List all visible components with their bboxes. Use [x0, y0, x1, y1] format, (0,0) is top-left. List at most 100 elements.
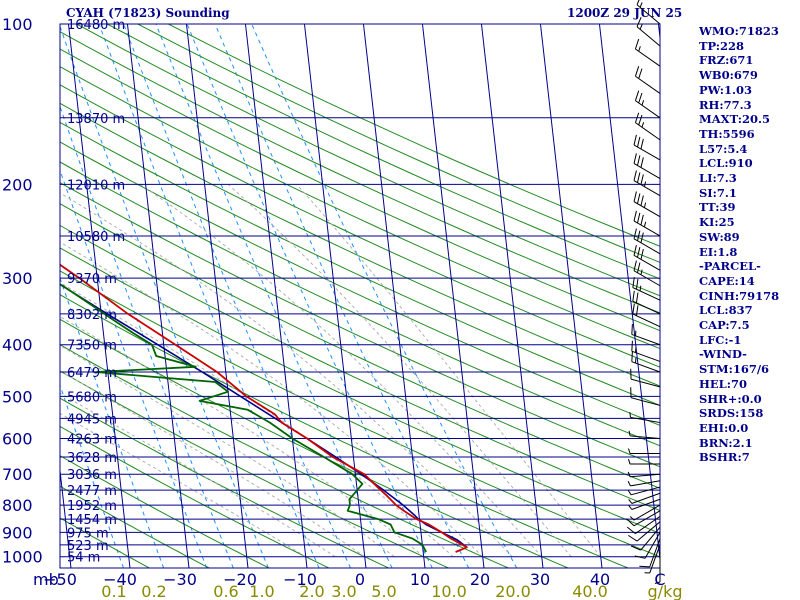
wind-barb-flag: [635, 278, 639, 290]
wind-barb-staff: [636, 26, 661, 47]
wind-barb-flag: [638, 114, 643, 126]
dry-adiabat-line: [60, 318, 569, 568]
wind-barb: [629, 504, 661, 521]
wind-barb-staff: [633, 254, 661, 271]
wind-barb-flag: [626, 518, 635, 527]
index-line: EHI:0.0: [699, 420, 749, 435]
pressure-tick-label: 700: [2, 465, 33, 484]
dewpoint-trace: [60, 283, 427, 553]
moist-adiabat-line: [60, 344, 395, 558]
temperature-tick-label: −40: [103, 570, 137, 589]
wind-barb: [628, 458, 660, 465]
height-label: 3036 m: [67, 468, 117, 483]
wind-barb-flag: [632, 277, 635, 288]
height-label: 9370 m: [67, 272, 117, 287]
index-line: TT:39: [699, 200, 736, 215]
wind-barb-flag: [631, 324, 633, 335]
wind-barb-staff: [633, 238, 661, 255]
dry-adiabat-line: [60, 485, 210, 568]
wind-barb: [634, 38, 661, 67]
wind-barb-half-flag: [639, 24, 643, 30]
pressure-tick-label: 900: [2, 523, 33, 542]
pressure-unit-label: mb: [33, 570, 59, 589]
mixing-ratio-line: [60, 105, 234, 568]
wind-barb-staff: [636, 4, 661, 25]
wind-barb-staff: [631, 361, 661, 373]
wind-barb-half-flag: [629, 412, 631, 418]
wind-barb-half-flag: [628, 448, 631, 454]
wind-barb-flag: [636, 0, 640, 5]
wind-barb-flag: [632, 303, 635, 315]
mixing-ratio-line: [60, 383, 124, 568]
wind-barb: [632, 277, 661, 301]
wind-barb-flag: [626, 526, 636, 534]
wind-barb-staff: [640, 526, 661, 551]
height-label: 54 m: [67, 551, 100, 566]
wind-barb-flag: [633, 134, 637, 146]
wind-barb-staff: [635, 100, 661, 119]
height-label: 3628 m: [67, 451, 117, 466]
isotherm-line: [421, 24, 485, 568]
wind-barb: [627, 471, 661, 478]
index-line: FRZ:671: [699, 53, 754, 68]
dry-adiabat-line: [60, 517, 150, 568]
wind-barb-flag: [640, 157, 644, 168]
wind-barb: [634, 66, 661, 94]
isotherm-line: [244, 24, 308, 568]
wind-barb-staff: [633, 270, 661, 287]
wind-barb: [634, 532, 661, 559]
index-line: STM:167/6: [699, 362, 770, 377]
plot-area: [60, 24, 660, 568]
dry-adiabat-line: [60, 455, 270, 568]
wind-barb-staff: [633, 180, 661, 197]
mixing-ratio-line: [60, 168, 208, 568]
dry-adiabat-line: [76, 24, 660, 297]
wind-barb-flag: [640, 174, 644, 185]
height-label: 5680 m: [67, 390, 117, 405]
dry-adiabat-line: [60, 224, 660, 512]
wind-barb-flag: [639, 565, 650, 568]
wind-barb-half-flag: [643, 181, 647, 187]
wind-barb-half-flag: [627, 481, 631, 487]
index-line: EI:1.8: [699, 244, 738, 259]
dry-adiabat-line: [137, 24, 660, 263]
wind-barb-flag: [636, 155, 641, 166]
wind-barb-staff: [631, 333, 661, 346]
height-label: 16480 m: [67, 18, 125, 33]
mixing-ratio-tick-label: 2.0: [299, 582, 324, 600]
index-line: WMO:71823: [699, 24, 779, 38]
pressure-tick-label: 100: [2, 15, 33, 34]
wind-barb-staff: [632, 287, 661, 301]
index-line: BRN:2.1: [699, 435, 753, 450]
wind-barb: [626, 510, 661, 527]
wind-barb-half-flag: [640, 269, 643, 275]
pressure-tick-label: 1000: [2, 548, 43, 567]
dry-adiabat-line: [60, 270, 660, 558]
index-line: TH:5596: [699, 126, 755, 141]
wind-barb-half-flag: [639, 285, 642, 291]
wind-barb-half-flag: [643, 221, 647, 228]
dry-adiabat-line: [60, 48, 660, 332]
wind-barb: [633, 191, 661, 218]
height-label: 7350 m: [67, 339, 117, 354]
mixing-ratio-tick-label: 20.0: [495, 582, 531, 600]
dry-adiabat-line: [60, 294, 629, 568]
wind-barb-staff: [633, 144, 661, 161]
wind-barb: [627, 486, 661, 496]
height-label: 975 m: [67, 526, 109, 541]
mixing-ratio-line: [155, 24, 393, 568]
height-label: 10580 m: [67, 230, 125, 245]
wind-barb-flag: [633, 210, 637, 222]
wind-barb: [634, 90, 661, 119]
pressure-tick-label: 300: [2, 269, 33, 288]
wind-barb-flag: [635, 305, 639, 316]
isotherm-line: [362, 24, 426, 568]
height-label: 6479 m: [67, 366, 117, 381]
wind-barb-flag: [636, 230, 641, 241]
wind-barb-flag: [633, 245, 637, 256]
wind-barb-staff: [636, 521, 661, 542]
wind-barb-flag: [630, 545, 641, 551]
moist-adiabat-line: [139, 183, 543, 558]
index-line: KI:25: [699, 215, 735, 230]
